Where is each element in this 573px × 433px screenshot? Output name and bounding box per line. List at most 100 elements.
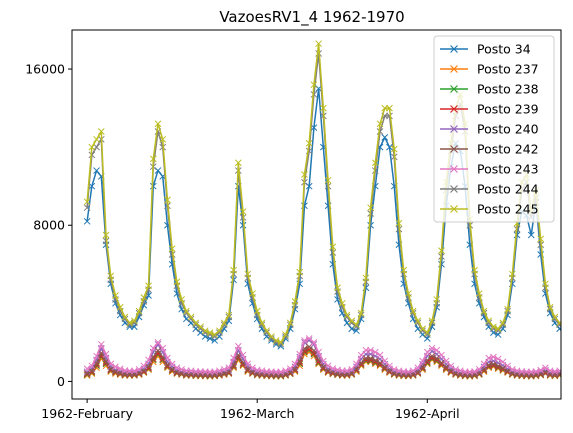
data-point: [239, 208, 247, 215]
x-tick-label: 1962-February: [41, 406, 133, 421]
data-point: [499, 358, 507, 366]
data-point: [343, 313, 351, 321]
data-point: [201, 329, 209, 336]
y-tick-label: 16000: [25, 62, 65, 77]
data-point: [258, 319, 266, 327]
legend-entry: Posto 239: [440, 102, 539, 117]
data-point: [168, 360, 176, 368]
data-point: [93, 352, 100, 360]
data-point: [504, 362, 511, 370]
y-tick-label: 8000: [33, 218, 65, 233]
data-point: [263, 327, 271, 335]
data-point: [83, 198, 91, 206]
data-point: [362, 274, 370, 282]
chart-title: VazoesRV1_4 1962-1970: [219, 8, 404, 27]
data-point: [386, 104, 393, 112]
data-point: [97, 128, 105, 135]
data-point: [192, 368, 200, 375]
y-tick-label: 0: [57, 374, 65, 389]
legend-entry: Posto 238: [440, 82, 539, 97]
data-point: [272, 339, 280, 346]
data-point: [112, 292, 119, 299]
data-point: [149, 344, 157, 352]
data-point: [542, 364, 549, 372]
data-point: [348, 319, 356, 327]
data-point: [201, 327, 209, 335]
data-point: [216, 367, 223, 375]
legend-label: Posto 242: [477, 142, 539, 157]
legend-marker: [450, 205, 458, 213]
data-point: [381, 134, 389, 141]
data-point: [423, 348, 431, 356]
data-point: [386, 112, 393, 120]
data-point: [168, 245, 176, 253]
data-point: [244, 360, 252, 368]
data-point: [353, 360, 360, 368]
data-point: [546, 303, 554, 311]
data-point: [381, 104, 389, 112]
data-point: [154, 339, 162, 346]
data-point: [178, 296, 185, 303]
data-point: [490, 323, 497, 331]
data-point: [475, 290, 483, 297]
data-point: [145, 282, 152, 290]
data-point: [249, 290, 256, 297]
data-point: [272, 337, 280, 344]
data-point: [291, 298, 299, 305]
data-point: [192, 319, 200, 327]
data-point: [310, 339, 318, 346]
legend-label: Posto 34: [477, 42, 531, 57]
data-point: [504, 367, 511, 375]
data-point: [409, 367, 417, 375]
data-point: [225, 364, 233, 372]
data-point: [197, 323, 204, 331]
data-point: [154, 347, 162, 354]
data-point: [371, 348, 379, 356]
data-point: [338, 299, 346, 307]
data-point: [400, 266, 408, 274]
data-point: [178, 365, 185, 373]
data-point: [187, 315, 195, 323]
data-point: [371, 159, 379, 167]
data-point: [272, 371, 280, 379]
data-point: [343, 367, 351, 375]
data-point: [508, 365, 516, 373]
legend-marker: [450, 145, 458, 153]
data-point: [225, 311, 233, 319]
data-point: [324, 367, 332, 375]
legend-marker: [450, 105, 458, 113]
data-point: [291, 360, 299, 368]
legend-entry: Posto 245: [440, 202, 539, 217]
data-point: [438, 247, 445, 254]
data-point: [268, 335, 275, 342]
data-point: [112, 363, 119, 371]
data-point: [93, 135, 100, 143]
series-posto-243: [83, 335, 561, 376]
data-point: [305, 182, 313, 190]
data-point: [438, 351, 445, 359]
data-point: [551, 315, 559, 323]
data-point: [121, 313, 129, 321]
data-point: [343, 311, 351, 319]
data-point: [329, 243, 337, 251]
data-point: [494, 355, 502, 363]
data-point: [490, 353, 497, 361]
data-point: [551, 313, 559, 321]
legend-label: Posto 244: [477, 182, 539, 197]
data-point: [88, 362, 96, 370]
legend-marker: [450, 65, 458, 73]
data-point: [83, 204, 91, 212]
data-point: [527, 231, 535, 239]
data-point: [182, 307, 190, 315]
data-point: [357, 309, 365, 317]
data-point: [390, 145, 398, 153]
legend-label: Posto 240: [477, 122, 539, 137]
data-point: [197, 325, 204, 333]
data-point: [88, 143, 96, 151]
legend-entry: Posto 34: [440, 42, 531, 57]
data-point: [353, 363, 360, 371]
data-point: [131, 367, 138, 375]
data-point: [447, 362, 455, 370]
data-point: [452, 365, 459, 373]
data-point: [537, 366, 545, 374]
